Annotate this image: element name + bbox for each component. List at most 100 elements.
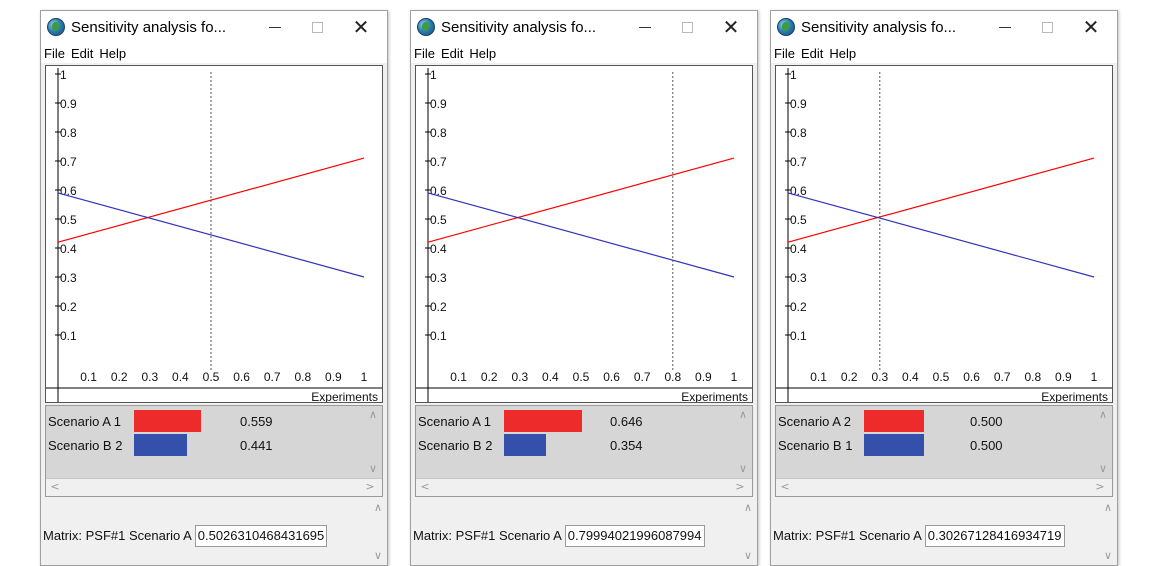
menu-item-file[interactable]: File	[44, 45, 65, 61]
y-tick-label: 0.1	[60, 329, 77, 343]
close-icon: ✕	[722, 15, 740, 39]
scenario-value: 0.441	[240, 438, 273, 453]
x-tick-label: 0.1	[450, 370, 467, 384]
y-tick-label: 0.5	[430, 213, 447, 227]
scenario-bar	[134, 434, 187, 456]
y-tick-label: 0.8	[430, 126, 447, 140]
results-panel: Scenario A 2 0.500 Scenario B 1 0.500 ∧ ∨ < >	[775, 405, 1113, 497]
scroll-up-icon[interactable]: ∧	[368, 408, 378, 421]
y-tick-label: 0.4	[430, 242, 447, 256]
minimize-button[interactable]	[255, 11, 295, 43]
x-tick-label: 0.4	[902, 370, 919, 384]
results-horizontal-scrollbar[interactable]: < >	[416, 478, 752, 496]
x-tick-label: 1	[1091, 370, 1098, 384]
x-tick-label: 0.5	[203, 370, 220, 384]
scenario-label: Scenario A 2	[778, 414, 851, 429]
y-tick-label: 0.7	[60, 155, 77, 169]
scroll-right-icon[interactable]: >	[1095, 480, 1105, 493]
x-tick-label: 0.6	[603, 370, 620, 384]
status-area: Matrix: PSF#1 Scenario A 0.5026310468431…	[41, 497, 387, 565]
maximize-button[interactable]	[667, 11, 707, 43]
scenario-bar	[864, 434, 924, 456]
y-tick-label: 0.2	[60, 300, 77, 314]
status-area: Matrix: PSF#1 Scenario A 0.3026712841693…	[771, 497, 1117, 565]
y-tick-label: 1	[430, 68, 437, 82]
close-button[interactable]: ✕	[711, 11, 751, 43]
scroll-left-icon[interactable]: <	[50, 480, 60, 493]
status-area: Matrix: PSF#1 Scenario A 0.7999402199608…	[411, 497, 757, 565]
y-tick-label: 0.2	[430, 300, 447, 314]
x-tick-label: 0.3	[141, 370, 158, 384]
x-tick-label: 0.9	[695, 370, 712, 384]
minimize-icon	[639, 26, 651, 28]
x-tick-label: 0.4	[172, 370, 189, 384]
x-tick-label: 0.8	[294, 370, 311, 384]
scroll-down-icon[interactable]: ∨	[1098, 462, 1108, 475]
menu-item-edit[interactable]: Edit	[440, 45, 464, 61]
scroll-down-icon[interactable]: ∨	[738, 462, 748, 475]
status-value: 0.5026310468431695	[194, 525, 328, 547]
menu-bar: File Edit Help	[411, 43, 757, 63]
status-scroll-down-icon[interactable]: ∨	[373, 549, 383, 562]
menu-item-help[interactable]: Help	[829, 45, 857, 61]
results-vertical-scrollbar[interactable]: ∧ ∨	[734, 406, 752, 478]
title-bar[interactable]: Sensitivity analysis fo... ✕	[771, 11, 1117, 43]
scroll-down-icon[interactable]: ∨	[368, 462, 378, 475]
sensitivity-chart: 0.1 0.2 0.3 0.4 0.5 0.6 0.7 0.8 0.9 1 0.1 0.2 0.3 0.4…	[46, 68, 382, 402]
x-tick-label: 0.1	[810, 370, 827, 384]
scroll-right-icon[interactable]: >	[735, 480, 745, 493]
status-value: 0.30267128416934719	[924, 525, 1065, 547]
status-scroll-down-icon[interactable]: ∨	[1103, 549, 1113, 562]
result-row: Scenario B 2 0.441	[48, 434, 348, 456]
menu-item-file[interactable]: File	[414, 45, 435, 61]
x-tick-label: 0.6	[233, 370, 250, 384]
title-bar[interactable]: Sensitivity analysis fo... ✕	[41, 11, 387, 43]
chart-panel: 0.1 0.2 0.3 0.4 0.5 0.6 0.7 0.8 0.9 1 0.1 0.2 0.3 0.4…	[775, 65, 1113, 403]
status-scroll-down-icon[interactable]: ∨	[743, 549, 753, 562]
series-line-b	[787, 192, 1095, 278]
close-button[interactable]: ✕	[1071, 11, 1111, 43]
scroll-left-icon[interactable]: <	[780, 480, 790, 493]
results-horizontal-scrollbar[interactable]: < >	[46, 478, 382, 496]
menu-item-edit[interactable]: Edit	[800, 45, 824, 61]
scroll-right-icon[interactable]: >	[365, 480, 375, 493]
sensitivity-window: Sensitivity analysis fo... ✕ File Edit Help 0…	[770, 10, 1118, 566]
y-tick-label: 0.2	[790, 300, 807, 314]
minimize-button[interactable]	[985, 11, 1025, 43]
close-button[interactable]: ✕	[341, 11, 381, 43]
y-tick-label: 1	[790, 68, 797, 82]
status-scroll-up-icon[interactable]: ∧	[373, 501, 383, 514]
menu-item-help[interactable]: Help	[99, 45, 127, 61]
scroll-left-icon[interactable]: <	[420, 480, 430, 493]
y-tick-label: 0.3	[790, 271, 807, 285]
x-tick-label: 1	[731, 370, 738, 384]
title-bar[interactable]: Sensitivity analysis fo... ✕	[411, 11, 757, 43]
menu-item-help[interactable]: Help	[469, 45, 497, 61]
status-prefix: Matrix: PSF#1 Scenario A	[413, 528, 562, 543]
menu-item-edit[interactable]: Edit	[70, 45, 94, 61]
results-vertical-scrollbar[interactable]: ∧ ∨	[364, 406, 382, 478]
y-tick-label: 0.3	[60, 271, 77, 285]
scenario-label: Scenario A 1	[418, 414, 491, 429]
maximize-button[interactable]	[1027, 11, 1067, 43]
scroll-up-icon[interactable]: ∧	[738, 408, 748, 421]
results-panel: Scenario A 1 0.559 Scenario B 2 0.441 ∧ ∨ < >	[45, 405, 383, 497]
result-row: Scenario B 2 0.354	[418, 434, 718, 456]
x-axis-label: Experiments	[1041, 390, 1108, 402]
menu-item-file[interactable]: File	[774, 45, 795, 61]
globe-icon	[417, 18, 435, 36]
scenario-bar	[864, 410, 924, 432]
maximize-icon	[1041, 21, 1053, 33]
y-tick-label: 0.5	[60, 213, 77, 227]
x-axis-label: Experiments	[681, 390, 748, 402]
y-tick-label: 0.7	[430, 155, 447, 169]
scroll-up-icon[interactable]: ∧	[1098, 408, 1108, 421]
results-horizontal-scrollbar[interactable]: < >	[776, 478, 1112, 496]
window-title: Sensitivity analysis fo...	[71, 18, 227, 36]
minimize-button[interactable]	[625, 11, 665, 43]
sensitivity-chart: 0.1 0.2 0.3 0.4 0.5 0.6 0.7 0.8 0.9 1 0.1 0.2 0.3 0.4…	[776, 68, 1112, 402]
status-scroll-up-icon[interactable]: ∧	[743, 501, 753, 514]
status-scroll-up-icon[interactable]: ∧	[1103, 501, 1113, 514]
maximize-button[interactable]	[297, 11, 337, 43]
results-vertical-scrollbar[interactable]: ∧ ∨	[1094, 406, 1112, 478]
